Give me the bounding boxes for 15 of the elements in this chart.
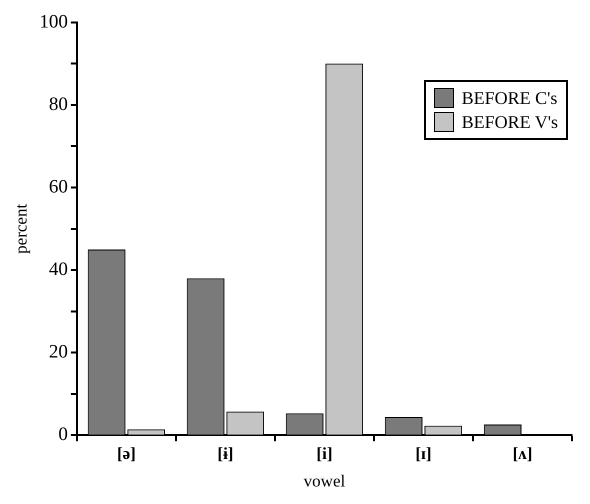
y-tick-label: 100 bbox=[39, 11, 68, 32]
y-tick-label: 40 bbox=[48, 259, 68, 280]
x-tick-label: [ɪ] bbox=[415, 444, 432, 463]
y-tick-label: 80 bbox=[48, 94, 68, 115]
legend-label: BEFORE V's bbox=[462, 111, 558, 134]
y-tick-label: 20 bbox=[48, 342, 68, 363]
x-tick-label: [ʌ] bbox=[512, 444, 532, 463]
y-tick-label: 60 bbox=[48, 176, 68, 198]
x-axis-title: vowel bbox=[304, 471, 346, 490]
y-axis-title: percent bbox=[12, 204, 31, 254]
x-tick-label: [ɨ] bbox=[217, 444, 234, 463]
x-tick-label: [ə] bbox=[116, 444, 136, 463]
legend-label: BEFORE C's bbox=[462, 87, 558, 110]
x-tick-label: [i] bbox=[316, 444, 332, 463]
y-tick-label: 0 bbox=[58, 424, 68, 446]
